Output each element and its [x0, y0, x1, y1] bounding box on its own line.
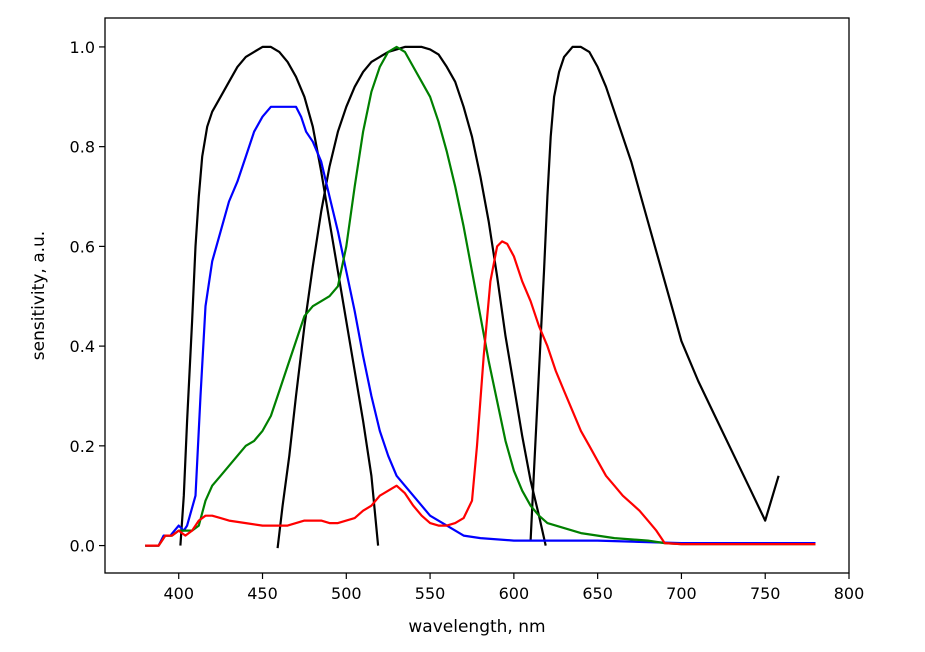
x-axis-label: wavelength, nm [408, 617, 545, 637]
series-line-3 [529, 45, 780, 541]
x-tick-label: 500 [331, 584, 362, 603]
series-line-5 [145, 45, 816, 547]
y-tick-label: 0.4 [70, 337, 95, 356]
y-tick-label: 0.2 [70, 437, 95, 456]
y-axis-label: sensitivity, a.u. [29, 231, 49, 360]
series-line-6 [145, 240, 816, 547]
y-tick-label: 1.0 [70, 38, 95, 57]
series-line-4 [145, 105, 816, 547]
x-tick-label: 400 [163, 584, 194, 603]
x-tick-label: 700 [666, 584, 697, 603]
x-tick-label: 800 [834, 584, 865, 603]
plot-frame [104, 17, 850, 574]
series-line-1 [179, 45, 380, 546]
x-axis-ticks: 400 450 500 550 600 650 700 750 800 [163, 573, 864, 603]
series-line-2 [276, 45, 547, 549]
x-tick-label: 650 [582, 584, 613, 603]
y-tick-label: 0.8 [70, 138, 95, 157]
x-tick-label: 600 [499, 584, 530, 603]
x-tick-label: 750 [750, 584, 781, 603]
y-tick-label: 0.0 [70, 537, 95, 556]
x-tick-label: 550 [415, 584, 446, 603]
y-axis-ticks: 0.0 0.2 0.4 0.6 0.8 1.0 [70, 38, 105, 556]
plot-lines [145, 45, 816, 549]
y-tick-label: 0.6 [70, 237, 95, 256]
x-tick-label: 450 [247, 584, 278, 603]
